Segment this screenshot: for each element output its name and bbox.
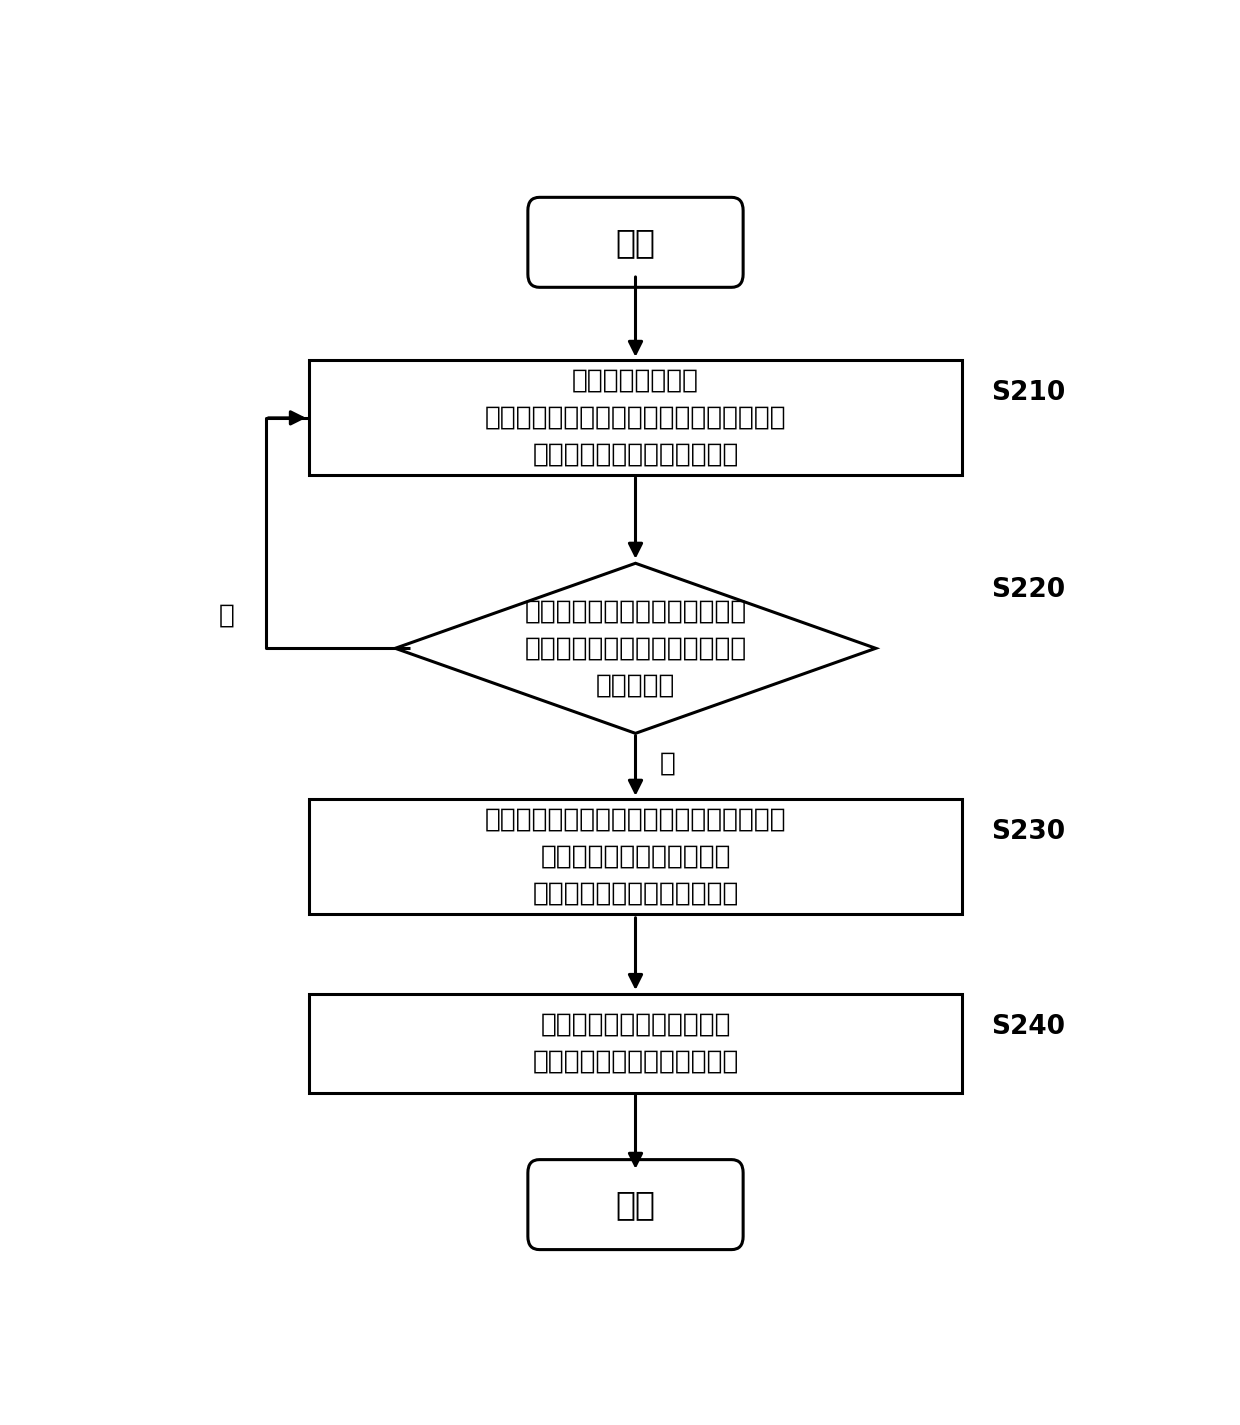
Text: S230: S230 bbox=[991, 818, 1065, 845]
Bar bbox=[309, 995, 962, 1093]
Text: 结束: 结束 bbox=[615, 1188, 656, 1221]
Bar bbox=[309, 361, 962, 476]
Polygon shape bbox=[396, 563, 875, 734]
Text: 开始: 开始 bbox=[615, 225, 656, 259]
Text: S240: S240 bbox=[991, 1013, 1065, 1040]
Text: 获取风电场的边缘
参考风机测得的风况数据和风电场内的内部
风力发电机组测得的风况数据: 获取风电场的边缘 参考风机测得的风况数据和风电场内的内部 风力发电机组测得的风况… bbox=[485, 368, 786, 467]
FancyBboxPatch shape bbox=[528, 1160, 743, 1250]
Text: 将偏航控制数据发送给内部
风力发电机组的偏航控制系统: 将偏航控制数据发送给内部 风力发电机组的偏航控制系统 bbox=[532, 1012, 739, 1074]
Text: 边缘参考风机的风况数据与边缘
参考风机上一时刻测得的风况数
据是否一致: 边缘参考风机的风况数据与边缘 参考风机上一时刻测得的风况数 据是否一致 bbox=[525, 598, 746, 698]
Text: 否: 否 bbox=[660, 751, 676, 777]
Text: 是: 是 bbox=[219, 603, 236, 628]
Bar bbox=[309, 799, 962, 915]
FancyBboxPatch shape bbox=[528, 197, 743, 288]
Text: 根据边缘参考风机的风况数据和内部风力发
电机组的风况数据生成内部
风力发电机组的偏航控制数据: 根据边缘参考风机的风况数据和内部风力发 电机组的风况数据生成内部 风力发电机组的… bbox=[485, 807, 786, 906]
Text: S220: S220 bbox=[991, 577, 1065, 603]
Text: S210: S210 bbox=[991, 379, 1065, 406]
